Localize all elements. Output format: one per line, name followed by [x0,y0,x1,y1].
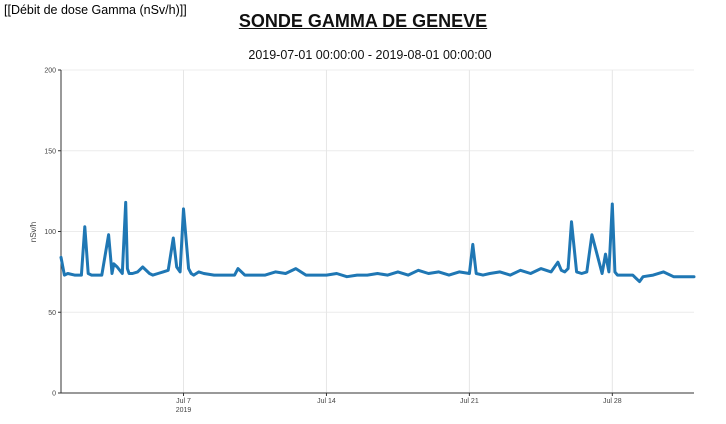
y-tick-label: 0 [52,391,56,398]
x-tick-label: Jul 7 [176,398,191,405]
chart-title: SONDE GAMMA DE GENEVE [238,11,488,31]
y-axis-ticks: 0 50 100 150 200 [44,68,61,398]
y-tick-label: 50 [48,310,56,317]
series-line [59,200,696,284]
x-tick-label: Jul 28 [603,398,622,405]
x-axis-ticks: Jul 7 2019 Jul 14 Jul 21 Jul 28 [176,393,622,414]
x-tick-label: Jul 14 [317,398,336,405]
grid-lines [61,69,694,394]
y-tick-label: 150 [44,148,56,155]
y-tick-label: 100 [44,229,56,236]
chart-header-label: [[Débit de dose Gamma (nSv/h)]] [4,3,187,17]
series-group [59,200,696,284]
chart-subtitle: 2019-07-01 00:00:00 - 2019-08-01 00:00:0… [248,48,492,62]
x-tick-label: Jul 21 [460,398,479,405]
y-tick-label: 200 [44,68,56,75]
y-axis-label: nSv/h [29,222,38,242]
x-tick-sublabel: 2019 [176,407,192,414]
